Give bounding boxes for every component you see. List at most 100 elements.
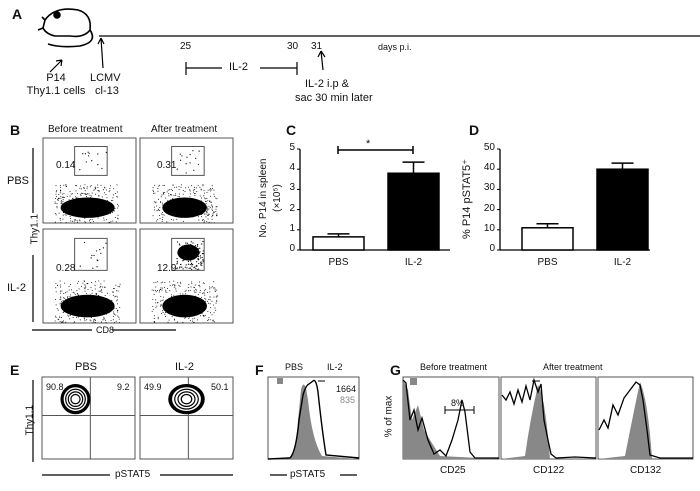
event-dot bbox=[117, 203, 119, 205]
event-dot bbox=[191, 265, 193, 267]
event-dot bbox=[200, 264, 202, 266]
event-dot bbox=[94, 321, 96, 323]
event-dot bbox=[211, 189, 213, 191]
event-dot bbox=[162, 208, 164, 210]
event-dot bbox=[184, 266, 186, 268]
event-dot bbox=[185, 264, 187, 266]
event-dot bbox=[161, 289, 163, 291]
event-dot bbox=[192, 216, 194, 218]
y-tick-label: 40 bbox=[483, 162, 495, 174]
il2-period-label: IL-2 bbox=[229, 61, 248, 73]
event-dot bbox=[90, 287, 92, 289]
event-dot bbox=[154, 192, 156, 194]
event-dot bbox=[76, 185, 78, 187]
event-dot bbox=[157, 188, 159, 190]
event-dot bbox=[76, 306, 78, 308]
event-dot bbox=[88, 155, 90, 157]
event-dot bbox=[181, 212, 183, 214]
event-dot bbox=[190, 303, 192, 305]
event-dot bbox=[196, 208, 198, 210]
event-dot bbox=[185, 187, 187, 189]
event-dot bbox=[206, 198, 208, 200]
event-dot bbox=[83, 203, 85, 205]
event-dot bbox=[54, 201, 56, 203]
event-dot bbox=[156, 302, 158, 304]
event-dot bbox=[70, 299, 72, 301]
event-dot bbox=[204, 289, 206, 291]
event-dot bbox=[90, 320, 92, 322]
event-dot bbox=[177, 305, 179, 307]
event-dot bbox=[174, 187, 176, 189]
event-dot bbox=[112, 194, 114, 196]
event-dot bbox=[189, 320, 191, 322]
event-dot bbox=[76, 197, 78, 199]
event-dot bbox=[73, 292, 75, 294]
event-dot bbox=[82, 297, 84, 299]
event-dot bbox=[88, 313, 90, 315]
event-dot bbox=[97, 259, 99, 262]
event-dot bbox=[170, 213, 172, 215]
event-dot bbox=[107, 212, 109, 214]
event-dot bbox=[200, 306, 202, 308]
event-dot bbox=[194, 195, 196, 197]
event-dot bbox=[202, 259, 204, 261]
event-dot bbox=[181, 213, 183, 215]
event-dot bbox=[95, 319, 97, 321]
event-dot bbox=[87, 283, 89, 285]
event-dot bbox=[164, 316, 166, 318]
event-dot bbox=[162, 193, 164, 195]
event-dot bbox=[103, 208, 105, 210]
event-dot bbox=[79, 319, 81, 321]
event-dot bbox=[184, 209, 186, 211]
event-dot bbox=[59, 217, 61, 219]
panel-label-f: F bbox=[255, 362, 264, 378]
gate-value: 0.28 bbox=[56, 263, 76, 274]
g-xlabel: CD132 bbox=[630, 465, 662, 476]
event-dot bbox=[117, 311, 119, 313]
event-dot bbox=[103, 317, 105, 319]
event-dot bbox=[162, 214, 164, 216]
event-dot bbox=[79, 300, 81, 302]
event-dot bbox=[191, 185, 193, 187]
event-dot bbox=[214, 290, 216, 292]
event-dot bbox=[202, 205, 204, 207]
event-dot bbox=[112, 304, 114, 306]
event-dot bbox=[60, 201, 62, 203]
event-dot bbox=[56, 207, 58, 209]
event-dot bbox=[97, 164, 99, 166]
gate-value: 0.14 bbox=[56, 160, 76, 171]
event-dot bbox=[168, 195, 170, 197]
event-dot bbox=[194, 189, 196, 191]
event-dot bbox=[99, 286, 101, 288]
event-dot bbox=[108, 191, 110, 193]
event-dot bbox=[78, 316, 80, 318]
event-dot bbox=[192, 263, 194, 266]
event-dot bbox=[176, 210, 178, 212]
event-dot bbox=[211, 188, 213, 190]
event-dot bbox=[211, 185, 213, 187]
f-legend-il2: IL-2 bbox=[327, 362, 343, 372]
event-dot bbox=[202, 219, 204, 221]
event-dot bbox=[167, 304, 169, 306]
event-dot bbox=[60, 292, 62, 294]
event-dot bbox=[101, 208, 103, 210]
quadrant-value: 49.9 bbox=[144, 382, 162, 392]
event-dot bbox=[164, 281, 166, 283]
event-dot bbox=[209, 190, 211, 192]
event-dot bbox=[98, 290, 100, 292]
event-dot bbox=[203, 282, 205, 284]
event-dot bbox=[89, 319, 91, 321]
event-dot bbox=[213, 189, 215, 191]
event-dot bbox=[83, 193, 85, 195]
event-dot bbox=[114, 217, 116, 219]
event-dot bbox=[199, 286, 201, 288]
event-dot bbox=[118, 286, 120, 288]
event-dot bbox=[108, 301, 110, 303]
event-dot bbox=[213, 211, 215, 213]
event-dot bbox=[188, 212, 190, 214]
event-dot bbox=[105, 307, 107, 309]
event-dot bbox=[80, 203, 82, 205]
event-dot bbox=[85, 200, 87, 202]
event-dot bbox=[162, 308, 164, 310]
event-dot bbox=[92, 267, 94, 269]
